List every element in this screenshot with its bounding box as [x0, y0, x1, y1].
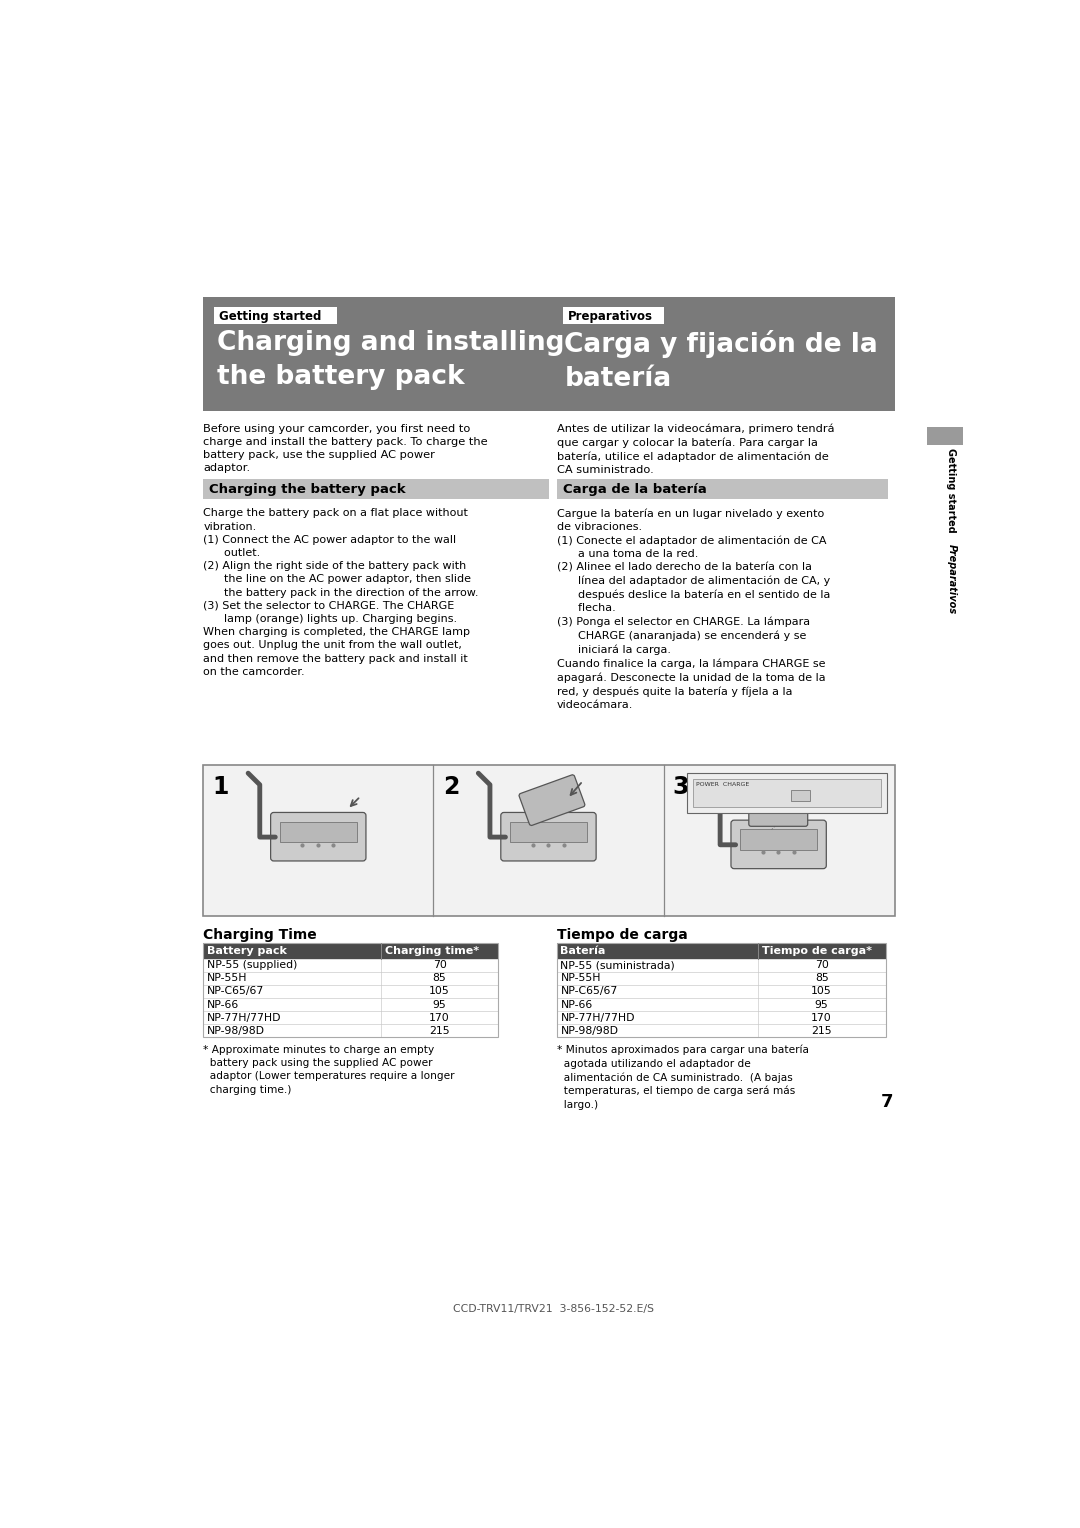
Text: 105: 105	[429, 987, 450, 996]
Bar	[556, 958, 886, 972]
Bar	[203, 958, 498, 972]
Bar	[556, 943, 886, 1038]
Bar	[556, 972, 886, 986]
Bar	[203, 986, 498, 998]
Text: Tiempo de carga: Tiempo de carga	[556, 927, 687, 941]
Text: Charging the battery pack: Charging the battery pack	[210, 483, 406, 497]
Bar	[556, 1012, 886, 1024]
Text: Charging Time: Charging Time	[203, 927, 316, 941]
Text: NP-66: NP-66	[207, 999, 240, 1010]
FancyBboxPatch shape	[271, 813, 366, 860]
Text: Tiempo de carga*: Tiempo de carga*	[762, 946, 872, 955]
Text: Cargue la batería en un lugar nivelado y exento
de vibraciones.
(1) Conecte el a: Cargue la batería en un lugar nivelado y…	[556, 509, 829, 711]
Text: NP-55 (supplied): NP-55 (supplied)	[207, 960, 297, 970]
Bar	[203, 998, 498, 1012]
Text: POWER  CHARGE: POWER CHARGE	[697, 782, 750, 787]
Text: 85: 85	[433, 973, 446, 984]
Bar	[791, 790, 810, 801]
Bar	[203, 766, 894, 915]
Bar	[203, 298, 894, 411]
Text: Charging time*: Charging time*	[386, 946, 480, 955]
Bar	[556, 998, 886, 1012]
Text: Batería: Batería	[561, 946, 606, 955]
Text: NP-55H: NP-55H	[207, 973, 247, 984]
Text: 70: 70	[433, 960, 446, 970]
Text: 215: 215	[811, 1025, 832, 1036]
Bar	[203, 480, 549, 500]
Text: Preparativos: Preparativos	[567, 310, 652, 322]
Text: 7: 7	[880, 1093, 893, 1111]
Text: Antes de utilizar la videocámara, primero tendrá
que cargar y colocar la batería: Antes de utilizar la videocámara, primer…	[556, 423, 834, 475]
Text: NP-55H: NP-55H	[561, 973, 600, 984]
Text: Charging and installing
the battery pack: Charging and installing the battery pack	[217, 330, 565, 391]
Text: Preparativos: Preparativos	[946, 544, 957, 614]
Text: Carga y fijación de la
batería: Carga y fijación de la batería	[565, 330, 878, 393]
Text: NP-C65/67: NP-C65/67	[561, 987, 618, 996]
Text: NP-98/98D: NP-98/98D	[207, 1025, 265, 1036]
Text: NP-98/98D: NP-98/98D	[561, 1025, 619, 1036]
Text: 95: 95	[814, 999, 828, 1010]
Text: CCD-TRV11/TRV21  3-856-152-52.E/S: CCD-TRV11/TRV21 3-856-152-52.E/S	[453, 1303, 654, 1314]
Text: * Minutos aproximados para cargar una batería
  agotada utilizando el adaptador : * Minutos aproximados para cargar una ba…	[556, 1045, 809, 1109]
Text: Getting started: Getting started	[946, 448, 957, 533]
Text: 85: 85	[814, 973, 828, 984]
Text: 170: 170	[429, 1013, 450, 1022]
Bar	[556, 480, 888, 500]
Text: 1: 1	[213, 775, 229, 799]
Text: 105: 105	[811, 987, 832, 996]
Text: 3: 3	[673, 775, 689, 799]
Bar	[203, 1024, 498, 1038]
Bar	[203, 1012, 498, 1024]
Bar	[556, 943, 886, 958]
FancyBboxPatch shape	[501, 813, 596, 860]
Text: NP-77H/77HD: NP-77H/77HD	[207, 1013, 282, 1022]
Text: Getting started: Getting started	[218, 310, 321, 322]
Bar	[687, 773, 887, 813]
FancyBboxPatch shape	[519, 775, 585, 825]
Text: 215: 215	[429, 1025, 450, 1036]
Bar	[203, 943, 498, 1038]
Text: NP-C65/67: NP-C65/67	[207, 987, 265, 996]
Text: Before using your camcorder, you first need to
charge and install the battery pa: Before using your camcorder, you first n…	[203, 423, 488, 474]
Text: Carga de la batería: Carga de la batería	[563, 483, 706, 497]
Bar	[280, 822, 356, 842]
Bar	[927, 426, 962, 445]
Bar	[563, 307, 663, 324]
Text: 95: 95	[433, 999, 446, 1010]
Text: NP-77H/77HD: NP-77H/77HD	[561, 1013, 635, 1022]
Text: 70: 70	[814, 960, 828, 970]
Bar	[203, 972, 498, 986]
Text: Charge the battery pack on a flat place without
vibration.
(1) Connect the AC po: Charge the battery pack on a flat place …	[203, 509, 478, 677]
Bar	[510, 822, 586, 842]
Bar	[740, 830, 816, 850]
Text: Battery pack: Battery pack	[207, 946, 287, 955]
Text: NP-55 (suministrada): NP-55 (suministrada)	[561, 960, 675, 970]
Bar	[556, 1024, 886, 1038]
Bar	[214, 307, 337, 324]
Bar	[203, 943, 498, 958]
Text: NP-66: NP-66	[561, 999, 593, 1010]
FancyBboxPatch shape	[731, 821, 826, 868]
FancyBboxPatch shape	[748, 793, 808, 827]
Text: * Approximate minutes to charge an empty
  battery pack using the supplied AC po: * Approximate minutes to charge an empty…	[203, 1045, 455, 1094]
Text: 170: 170	[811, 1013, 832, 1022]
Text: 2: 2	[443, 775, 459, 799]
Bar	[693, 779, 880, 807]
Bar	[556, 986, 886, 998]
